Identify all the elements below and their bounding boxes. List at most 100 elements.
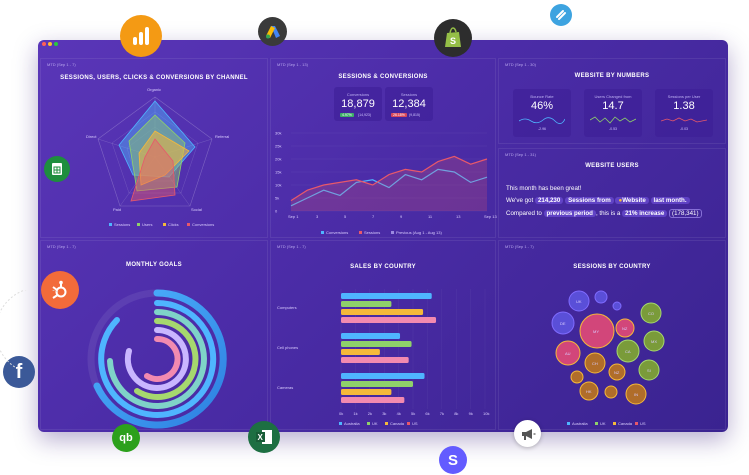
bubble-legend-item[interactable]: Canada — [618, 421, 633, 426]
x-tick-label: 9k — [469, 411, 473, 416]
kpi-label: Sessions per User — [667, 94, 701, 99]
kpi-label: Conversions — [346, 92, 370, 97]
line-legend-item[interactable]: Conversions — [326, 230, 348, 235]
kpi-sessions-per-user: Sessions per User 1.38 -0.03 — [655, 89, 713, 137]
bubble — [640, 302, 662, 324]
radar-filter[interactable]: MTD (Sep 1 - 7) — [47, 62, 76, 67]
bubble — [555, 340, 581, 366]
bar-legend-item[interactable]: US — [412, 421, 418, 426]
sparkline — [519, 117, 565, 124]
radar-axis-label: Paid — [113, 207, 121, 212]
text: Compared to — [506, 210, 542, 217]
radar-legend-item[interactable]: Users — [142, 222, 152, 227]
radar-axis-label: Organic — [147, 87, 161, 92]
radar-legend-item[interactable]: Sessions — [114, 222, 130, 227]
numbers-title: WEBSITE BY NUMBERS — [574, 73, 650, 79]
hubspot-icon[interactable] — [41, 271, 79, 309]
text: We've got — [506, 197, 534, 204]
sparkline — [590, 116, 636, 124]
bar-legend-item[interactable]: Australia — [344, 421, 360, 426]
x-tick-label: 5k — [411, 411, 415, 416]
kpi-bounce-rate: Bounce Rate 46% -2.96 — [513, 89, 571, 137]
x-tick-label: 10k — [483, 411, 489, 416]
kpi-value: 14.7 — [602, 100, 624, 112]
panel-monthly-goals: MTD (Sep 1 - 7) MONTHLY GOALS — [40, 240, 268, 430]
bubble-label: SI — [647, 368, 651, 373]
maximize-dot[interactable] — [54, 42, 58, 46]
source-chip[interactable]: ●Website — [615, 197, 649, 204]
google-sheets-icon[interactable] — [44, 156, 70, 182]
kpi-label: Bounce Rate — [530, 94, 554, 99]
kpi-value: 46% — [530, 100, 554, 112]
bar-legend-item[interactable]: UK — [372, 421, 378, 426]
google-analytics-icon[interactable] — [120, 15, 162, 57]
prev-period-chip[interactable]: previous period — [543, 210, 596, 217]
kpi-sub: -2.96 — [538, 127, 546, 131]
users-count: 214,230 — [534, 197, 564, 204]
stripe-icon[interactable]: S — [439, 446, 467, 474]
bubble-legend-item[interactable]: Australia — [572, 421, 588, 426]
x-tick-label: 2k — [368, 411, 372, 416]
line-legend-item[interactable]: Sessions — [364, 230, 380, 235]
bubble-label: DE — [560, 321, 566, 326]
category-label: Computers — [277, 305, 297, 310]
svg-text:X: X — [258, 433, 264, 442]
source-label: Website — [622, 197, 646, 204]
kpi-badge: 26.18% — [391, 113, 407, 117]
y-tick-label: 30k — [275, 131, 281, 136]
numbers-filter[interactable]: MTD (Sep 1 - 30) — [505, 62, 536, 67]
x-tick-label: Sep 13 — [484, 214, 497, 219]
bar-canada — [341, 349, 380, 355]
sparkline — [661, 117, 707, 123]
bar-canada — [341, 309, 424, 315]
bubbles-filter[interactable]: MTD (Sep 1 - 7) — [505, 244, 534, 249]
bubble — [594, 290, 608, 304]
minimize-dot[interactable] — [48, 42, 52, 46]
users-filter[interactable]: MTD (Sep 1 - 31) — [505, 152, 536, 157]
bubble-label: IN — [634, 392, 638, 397]
panel-sales-country: MTD (Sep 1 - 7) SALES BY COUNTRY 0k 1k 2k 3… — [270, 240, 496, 430]
sessions-filter[interactable]: MTD (Sep 1 - 13) — [277, 62, 308, 67]
bubble-label: CA — [625, 349, 631, 354]
bubble — [616, 339, 640, 363]
excel-icon[interactable]: X — [248, 421, 280, 453]
pipeline-icon[interactable] — [550, 4, 572, 26]
bubble-legend-item[interactable]: US — [640, 421, 646, 426]
bubble-label: NZ — [622, 326, 628, 331]
radar-axis-label: Social — [191, 207, 202, 212]
shopify-icon[interactable]: S — [434, 19, 472, 57]
bubble-label: CO — [648, 311, 654, 316]
megaphone-icon[interactable] — [514, 420, 541, 447]
google-ads-icon[interactable] — [258, 17, 287, 46]
y-tick-label: 15k — [275, 170, 281, 175]
bubble — [643, 330, 665, 352]
bar-australia — [341, 373, 425, 379]
radar-legend-item[interactable]: Conversions — [192, 222, 214, 227]
bubble — [568, 290, 590, 312]
panel-website-numbers: MTD (Sep 1 - 30) WEBSITE BY NUMBERS Boun… — [498, 58, 726, 144]
bubble — [584, 352, 606, 374]
connector-arc — [0, 290, 59, 371]
bubble-legend-item[interactable]: UK — [600, 421, 606, 426]
line-legend-item[interactable]: Previous (Aug 1 - Aug 13) — [396, 230, 442, 235]
sessions-from: Sessions from — [565, 197, 614, 204]
bubble-label: NZ — [614, 370, 620, 375]
y-tick-label: 10k — [275, 183, 281, 188]
category-label: Cameras — [277, 385, 293, 390]
bubble-label: HK — [586, 389, 592, 394]
radar-axis-label: Direct — [86, 134, 97, 139]
close-dot[interactable] — [42, 42, 46, 46]
kpi-sub: -0.53 — [609, 127, 617, 131]
radar-legend-item[interactable]: Clicks — [168, 222, 179, 227]
quickbooks-icon[interactable]: qb — [112, 424, 140, 452]
goals-filter[interactable]: MTD (Sep 1 - 7) — [47, 244, 76, 249]
x-tick-label: 0k — [339, 411, 343, 416]
bar-legend-item[interactable]: Canada — [390, 421, 405, 426]
bar-uk — [341, 341, 412, 347]
x-tick-label: 7 — [372, 214, 375, 219]
users-line1: This month has been great! — [506, 185, 582, 192]
x-tick-label: 8k — [454, 411, 458, 416]
sales-filter[interactable]: MTD (Sep 1 - 7) — [277, 244, 306, 249]
period-chip[interactable]: last month. — [650, 197, 690, 204]
